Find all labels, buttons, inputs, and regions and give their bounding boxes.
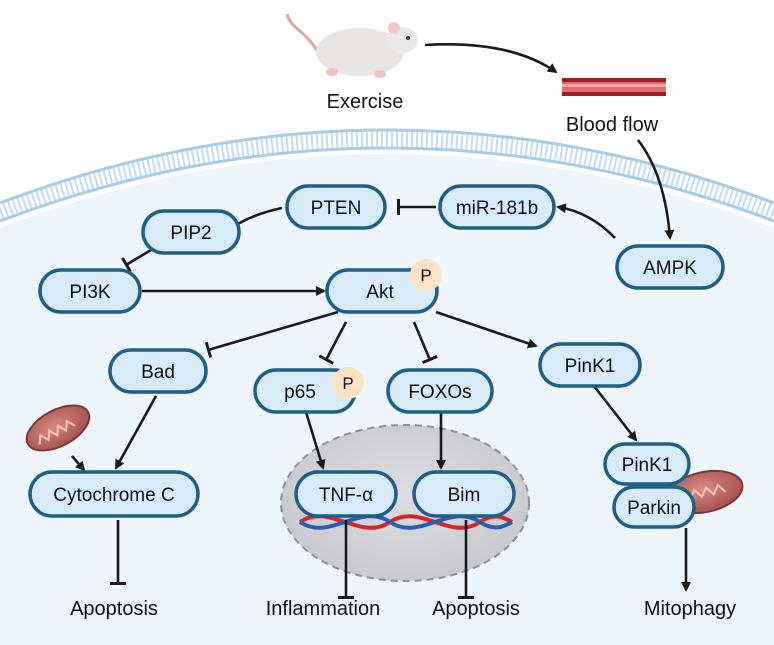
node-cytochrome-c-label: Cytochrome C bbox=[53, 485, 174, 506]
node-foxos: FOXOs bbox=[386, 368, 494, 414]
label-exercise: Exercise bbox=[327, 91, 404, 113]
node-pip2-label: PIP2 bbox=[170, 223, 211, 244]
node-pten: PTEN bbox=[285, 184, 387, 230]
edge-exercise-bloodflow bbox=[424, 43, 558, 74]
edge-akt-bad bbox=[204, 310, 339, 358]
edge-bad-cytochrome bbox=[114, 395, 158, 470]
edge-akt-pink1 bbox=[435, 310, 538, 349]
label-apoptosis-mid: Apoptosis bbox=[432, 598, 520, 620]
node-foxos-label: FOXOs bbox=[408, 382, 471, 403]
mitochondria-icon bbox=[25, 404, 91, 452]
phospho-badge-p65-label: P bbox=[342, 374, 353, 393]
node-mir181b: miR-181b bbox=[438, 184, 556, 230]
node-pink1-top: PinK1 bbox=[538, 342, 642, 388]
edges bbox=[71, 43, 691, 599]
node-tnf-alpha-label: TNF-α bbox=[319, 485, 373, 506]
phospho-badge-p65 bbox=[332, 367, 364, 399]
node-bim-label: Bim bbox=[448, 485, 481, 506]
node-pink1-top-label: PinK1 bbox=[565, 356, 616, 377]
label-mitophagy: Mitophagy bbox=[644, 598, 736, 620]
label-inflammation: Inflammation bbox=[266, 598, 381, 620]
node-pi3k-label: PI3K bbox=[69, 282, 111, 303]
node-pink1-low-label: PinK1 bbox=[622, 455, 673, 476]
edge-akt-p65 bbox=[318, 321, 348, 365]
node-ampk: AMPK bbox=[615, 244, 725, 290]
edge-pink1-pink1 bbox=[592, 385, 638, 442]
label-apoptosis-left: Apoptosis bbox=[70, 598, 158, 620]
node-mir181b-label: miR-181b bbox=[456, 198, 538, 219]
phospho-badge-akt bbox=[410, 259, 442, 291]
mouse-icon bbox=[285, 13, 418, 78]
edge-akt-foxos bbox=[412, 321, 438, 365]
node-pink1-low: PinK1 bbox=[603, 442, 691, 486]
label-blood-flow: Blood flow bbox=[566, 114, 659, 136]
blood-vessel-icon bbox=[562, 78, 666, 96]
node-p65-label: p65 bbox=[284, 382, 316, 403]
node-pi3k: PI3K bbox=[38, 268, 142, 314]
node-tnf-alpha: TNF-α bbox=[294, 470, 398, 518]
edge-mito-cytochrome bbox=[71, 455, 86, 472]
node-ampk-label: AMPK bbox=[643, 258, 697, 279]
node-pten-label: PTEN bbox=[311, 198, 362, 219]
node-parkin-label: Parkin bbox=[627, 498, 681, 519]
edge-ampk-mir181b bbox=[556, 203, 616, 239]
node-akt-label: Akt bbox=[366, 282, 394, 303]
node-bad: Bad bbox=[108, 348, 208, 394]
node-bim: Bim bbox=[412, 470, 516, 518]
cell bbox=[0, 128, 774, 645]
node-parkin: Parkin bbox=[612, 485, 696, 529]
node-p65: p65 P bbox=[253, 367, 364, 414]
node-akt: Akt P bbox=[325, 259, 442, 314]
cell-membrane bbox=[0, 129, 774, 222]
node-cytochrome-c: Cytochrome C bbox=[28, 470, 200, 518]
phospho-badge-akt-label: P bbox=[420, 266, 431, 285]
edge-bloodflow-ampk bbox=[636, 139, 675, 240]
node-bad-label: Bad bbox=[141, 362, 175, 383]
edge-p65-tnf bbox=[304, 411, 326, 470]
node-pip2: PIP2 bbox=[141, 209, 241, 255]
